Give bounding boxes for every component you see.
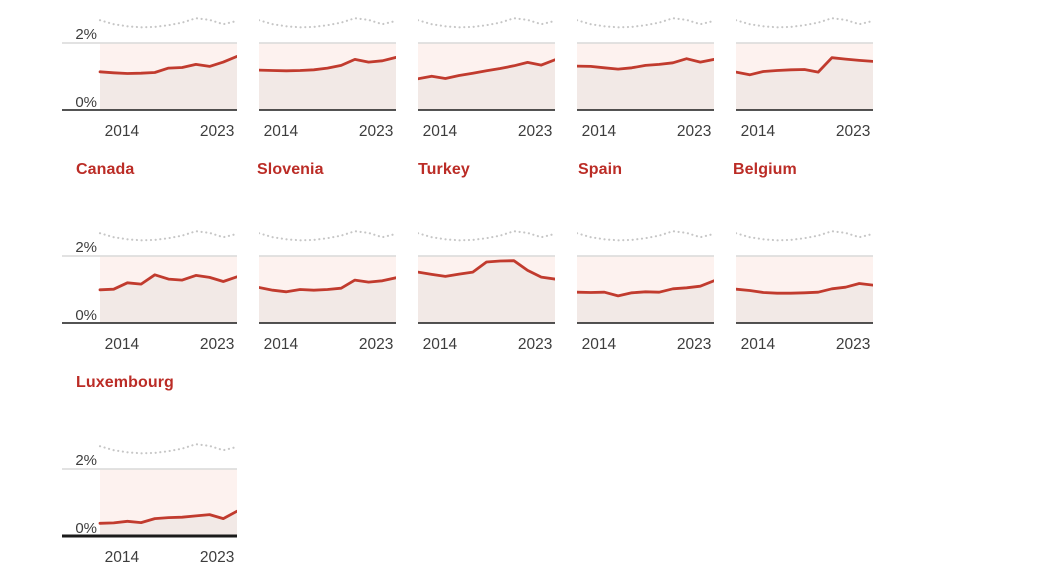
chart-cell-canada: 2014 2023 2% 0% xyxy=(62,213,239,360)
mini-line-chart-chart-5: 2014 2023 xyxy=(734,17,875,140)
chart-title-spain: Spain xyxy=(578,161,623,178)
x-tick-2014: 2014 xyxy=(264,123,299,140)
x-tick-2014: 2014 xyxy=(264,336,299,353)
area-under-line xyxy=(100,511,237,536)
x-tick-2014: 2014 xyxy=(582,123,617,140)
mini-line-chart-chart-2: 2014 2023 xyxy=(257,17,398,140)
country-trend-line xyxy=(416,259,557,281)
area-under-line xyxy=(100,56,237,110)
area-under-line xyxy=(100,274,237,323)
chart-cell-luxembourg: 2014 2023 2% 0% xyxy=(62,426,239,573)
chart-cell-chart-5: 2014 2023 xyxy=(734,0,875,147)
x-tick-2023: 2023 xyxy=(518,336,552,353)
x-tick-2014: 2014 xyxy=(741,123,776,140)
benchmark-dotted-line xyxy=(257,230,398,242)
mini-line-chart-spain: 2014 2023 xyxy=(575,230,716,353)
country-trend-line xyxy=(575,57,716,71)
benchmark-dotted-line xyxy=(98,230,239,242)
area-under-line xyxy=(418,59,555,110)
chart-title-belgium: Belgium xyxy=(733,161,797,178)
x-tick-2023: 2023 xyxy=(518,123,552,140)
benchmark-dotted-line xyxy=(575,17,716,29)
area-under-line xyxy=(577,58,714,110)
x-tick-2014: 2014 xyxy=(105,336,140,353)
country-trend-line xyxy=(734,56,875,77)
x-tick-2023: 2023 xyxy=(836,336,870,353)
y-tick-0pct: 0% xyxy=(75,520,97,537)
country-trend-line xyxy=(98,273,239,292)
mini-line-chart-chart-4: 2014 2023 xyxy=(575,17,716,140)
country-trend-line xyxy=(98,55,239,75)
y-tick-0pct: 0% xyxy=(75,94,97,111)
country-trend-line xyxy=(575,279,716,298)
mini-line-chart-slovenia: 2014 2023 xyxy=(257,230,398,353)
chart-cell-chart-4: 2014 2023 xyxy=(575,0,716,147)
country-trend-line xyxy=(734,282,875,295)
benchmark-dotted-line xyxy=(734,17,875,29)
x-tick-2023: 2023 xyxy=(200,336,234,353)
y-tick-0pct: 0% xyxy=(75,307,97,324)
x-tick-2014: 2014 xyxy=(423,336,458,353)
x-tick-2014: 2014 xyxy=(105,123,140,140)
benchmark-dotted-line xyxy=(416,17,557,29)
y-tick-2pct: 2% xyxy=(75,26,97,43)
chart-cell-belgium: 2014 2023 xyxy=(734,213,875,360)
x-tick-2023: 2023 xyxy=(677,336,711,353)
chart-cell-chart-2: 2014 2023 xyxy=(257,0,398,147)
chart-cell-turkey: 2014 2023 xyxy=(416,213,557,360)
country-trend-line xyxy=(98,509,239,525)
chart-cell-chart-3: 2014 2023 xyxy=(416,0,557,147)
country-trend-line xyxy=(257,276,398,294)
mini-line-chart-luxembourg: 2014 2023 2% 0% xyxy=(62,443,239,566)
chart-cell-spain: 2014 2023 xyxy=(575,213,716,360)
x-tick-2014: 2014 xyxy=(741,336,776,353)
country-trend-line xyxy=(257,56,398,73)
x-tick-2023: 2023 xyxy=(200,123,234,140)
benchmark-dotted-line xyxy=(98,17,239,29)
x-tick-2014: 2014 xyxy=(423,123,458,140)
mini-line-chart-chart-1: 2014 2023 2% 0% xyxy=(62,17,239,140)
benchmark-dotted-line xyxy=(416,230,557,242)
mini-line-chart-belgium: 2014 2023 xyxy=(734,230,875,353)
benchmark-dotted-line xyxy=(98,443,239,455)
x-tick-2023: 2023 xyxy=(836,123,870,140)
x-tick-2023: 2023 xyxy=(677,123,711,140)
x-tick-2014: 2014 xyxy=(105,549,140,566)
benchmark-dotted-line xyxy=(734,230,875,242)
x-tick-2014: 2014 xyxy=(582,336,617,353)
x-tick-2023: 2023 xyxy=(359,336,393,353)
benchmark-dotted-line xyxy=(257,17,398,29)
x-tick-2023: 2023 xyxy=(359,123,393,140)
chart-cell-slovenia: 2014 2023 xyxy=(257,213,398,360)
x-tick-2023: 2023 xyxy=(200,549,234,566)
y-tick-2pct: 2% xyxy=(75,239,97,256)
chart-cell-chart-1: 2014 2023 2% 0% xyxy=(62,0,239,147)
country-trend-line xyxy=(416,58,557,81)
chart-title-turkey: Turkey xyxy=(418,161,470,178)
area-under-line xyxy=(259,57,396,110)
chart-title-slovenia: Slovenia xyxy=(257,161,324,178)
area-under-line xyxy=(259,277,396,323)
mini-line-chart-chart-3: 2014 2023 xyxy=(416,17,557,140)
mini-line-chart-canada: 2014 2023 2% 0% xyxy=(62,230,239,353)
chart-title-luxembourg: Luxembourg xyxy=(76,374,174,391)
area-under-line xyxy=(577,280,714,323)
chart-title-canada: Canada xyxy=(76,161,135,178)
y-tick-2pct: 2% xyxy=(75,452,97,469)
benchmark-dotted-line xyxy=(575,230,716,242)
mini-line-chart-turkey: 2014 2023 xyxy=(416,230,557,353)
area-under-line xyxy=(736,57,873,110)
